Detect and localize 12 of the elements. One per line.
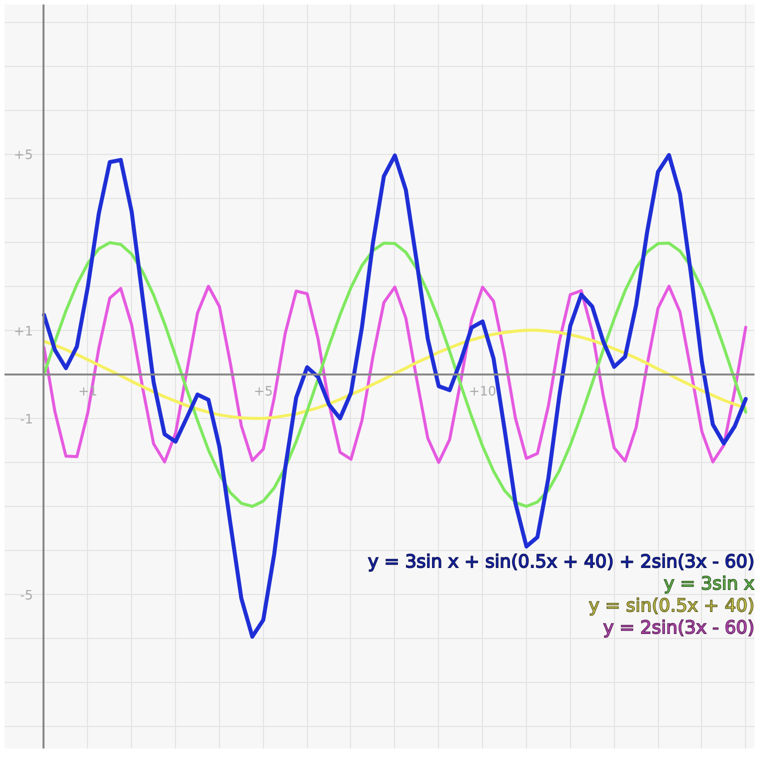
y-tick-label: -5	[20, 588, 33, 604]
line-series	[42, 284, 748, 464]
text: y = 3sin x	[664, 574, 755, 594]
text: y = sin(0.5x + 40)	[588, 596, 754, 616]
y-tick-label: -1	[20, 412, 33, 428]
line-series	[42, 241, 748, 508]
text: y = 2sin(3x - 60)	[603, 618, 755, 638]
x-tick-label: +5	[254, 384, 273, 400]
y-tick-label: +5	[14, 148, 33, 164]
y-tick-label: +1	[14, 324, 33, 340]
series-label: y = 3sin x + sin(0.5x + 40) + 2sin(3x - 60)	[368, 552, 755, 572]
x-tick-label: +10	[468, 384, 496, 400]
